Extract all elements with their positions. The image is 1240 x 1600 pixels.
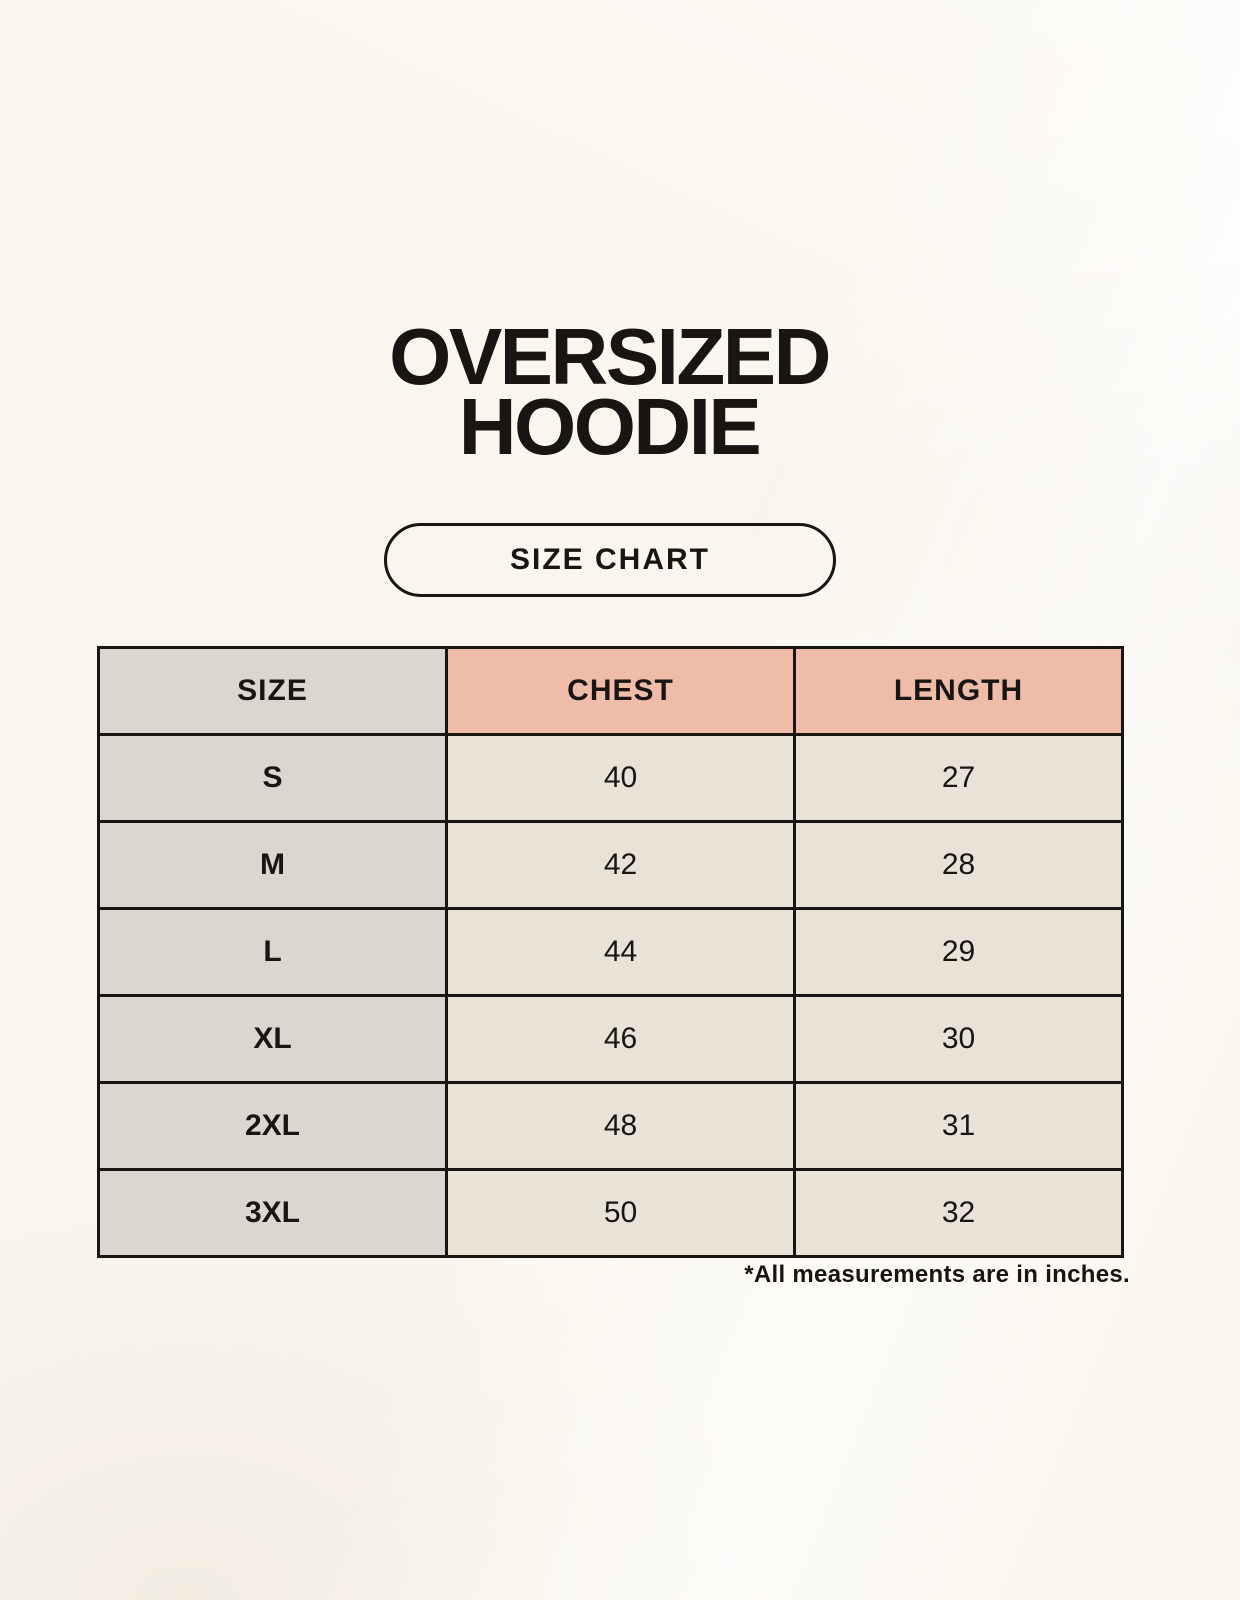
table-row: 2XL 48 31 <box>97 1081 1124 1171</box>
size-cell: S <box>97 733 448 823</box>
chest-cell: 40 <box>445 733 796 823</box>
size-chart-button-label: SIZE CHART <box>510 543 710 576</box>
page-title: OVERSIZED HOODIE <box>389 312 831 471</box>
length-cell: 32 <box>793 1168 1124 1258</box>
chest-column-header: CHEST <box>445 646 796 736</box>
chest-cell: 48 <box>445 1081 796 1171</box>
chest-cell: 46 <box>445 994 796 1084</box>
table-row: XL 46 30 <box>97 994 1124 1084</box>
size-cell: XL <box>97 994 448 1084</box>
length-column-header: LENGTH <box>793 646 1124 736</box>
length-cell: 27 <box>793 733 1124 823</box>
chest-cell: 42 <box>445 820 796 910</box>
length-cell: 30 <box>793 994 1124 1084</box>
size-cell: L <box>97 907 448 997</box>
size-cell: 2XL <box>97 1081 448 1171</box>
length-cell: 28 <box>793 820 1124 910</box>
measurements-footnote: *All measurements are in inches. <box>744 1261 1130 1288</box>
table-header-row: SIZE CHEST LENGTH <box>97 646 1124 736</box>
length-cell: 29 <box>793 907 1124 997</box>
table-row: M 42 28 <box>97 820 1124 910</box>
length-cell: 31 <box>793 1081 1124 1171</box>
size-cell: 3XL <box>97 1168 448 1258</box>
size-table: SIZE CHEST LENGTH S 40 27 M 42 28 L 44 2… <box>97 646 1124 1258</box>
size-column-header: SIZE <box>97 646 448 736</box>
table-row: S 40 27 <box>97 733 1124 823</box>
table-row: L 44 29 <box>97 907 1124 997</box>
chest-cell: 44 <box>445 907 796 997</box>
size-cell: M <box>97 820 448 910</box>
size-chart-button[interactable]: SIZE CHART <box>384 523 836 597</box>
table-row: 3XL 50 32 <box>97 1168 1124 1258</box>
chest-cell: 50 <box>445 1168 796 1258</box>
